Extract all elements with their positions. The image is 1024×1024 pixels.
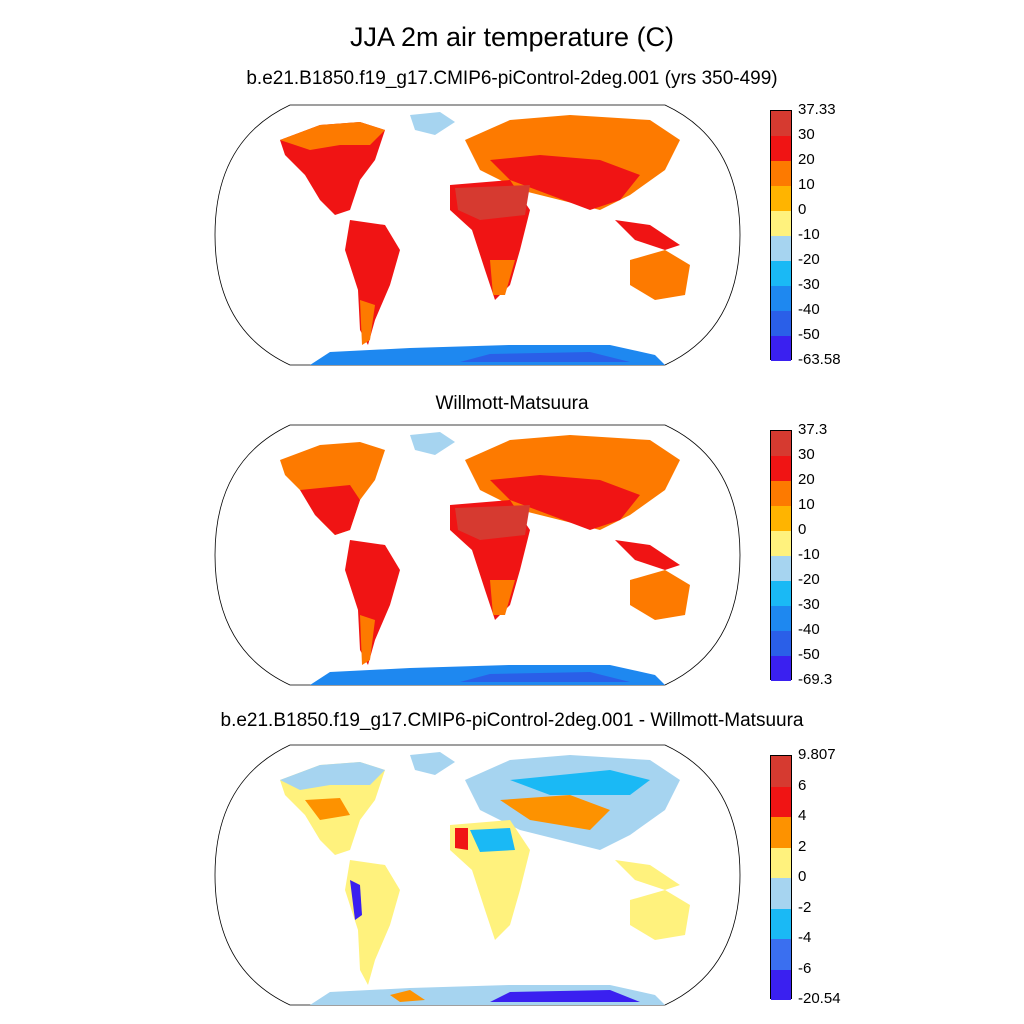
colorbar-3-label: -2	[798, 898, 812, 916]
colorbar-2-swatch	[771, 606, 791, 631]
colorbar-3-swatch	[771, 969, 791, 1000]
colorbar-2-label: 37.3	[798, 421, 828, 438]
colorbar-1-swatch	[771, 336, 791, 361]
colorbar-3-label: -20.54	[798, 990, 841, 1007]
colorbar-1-label: 30	[798, 126, 815, 143]
colorbar-3-label: 9.807	[798, 746, 836, 763]
colorbar-2-swatch	[771, 631, 791, 656]
colorbar-1-label: 10	[798, 176, 815, 193]
colorbar-3-swatch	[771, 756, 791, 787]
colorbar-2-swatch	[771, 506, 791, 531]
colorbar-2-label: -10	[798, 546, 820, 563]
map-panel-2	[210, 420, 745, 690]
colorbar-1-label: 0	[798, 201, 807, 218]
colorbar-3-label: 4	[798, 807, 807, 824]
robinson-map-1	[214, 104, 741, 366]
colorbar-1-swatch	[771, 236, 791, 261]
colorbar-1-swatch	[771, 286, 791, 311]
colorbar-2-swatch	[771, 656, 791, 681]
colorbar-3-label: -6	[798, 959, 812, 977]
colorbar-2-label: -30	[798, 596, 820, 613]
colorbar-1-swatch	[771, 311, 791, 336]
colorbar-1-label: -10	[798, 226, 820, 243]
colorbar-1-label: -40	[798, 301, 820, 318]
colorbar-1-label: -20	[798, 251, 820, 268]
colorbar-2-label: 0	[798, 521, 807, 538]
colorbar-1-swatch	[771, 111, 791, 136]
colorbar-3-label: 6	[798, 776, 807, 794]
robinson-map-3	[214, 744, 741, 1006]
colorbar-3-swatch	[771, 939, 791, 970]
colorbar-1-swatch	[771, 261, 791, 286]
colorbar-3-swatch	[771, 786, 791, 817]
colorbar-1-label: -30	[798, 276, 820, 293]
colorbar-2-swatch	[771, 456, 791, 481]
colorbar-3-label: 0	[798, 868, 807, 885]
colorbar-1-swatch	[771, 161, 791, 186]
colorbar-3-label: 2	[798, 837, 807, 855]
colorbar-1-swatch	[771, 186, 791, 211]
colorbar-1-label: -63.58	[798, 351, 841, 368]
colorbar-2-swatch	[771, 481, 791, 506]
colorbar-3-swatch	[771, 878, 791, 909]
colorbar-3-swatch	[771, 908, 791, 939]
colorbar-1-label: -50	[798, 326, 820, 343]
colorbar-2-swatch	[771, 431, 791, 456]
colorbar-2-label: 30	[798, 446, 815, 463]
colorbar-3-label: -4	[798, 929, 812, 946]
figure-title: JJA 2m air temperature (C)	[349, 22, 675, 52]
map-panel-3	[210, 740, 745, 1010]
colorbar-2-label: -69.3	[798, 671, 833, 688]
colorbar-2-swatch	[771, 531, 791, 556]
colorbar-1-label: 37.33	[798, 101, 836, 118]
colorbar-1-label: 20	[798, 151, 815, 168]
colorbar-2-swatch	[771, 581, 791, 606]
colorbar-3-swatch	[771, 817, 791, 848]
colorbar-2-label: -40	[798, 621, 820, 638]
colorbar-3-swatches	[770, 755, 792, 1000]
colorbar-1-swatch	[771, 211, 791, 236]
colorbar-1-swatches	[770, 110, 792, 361]
colorbar-3-swatch	[771, 847, 791, 878]
colorbar-2-swatch	[771, 556, 791, 581]
colorbar-2-label: 20	[798, 471, 815, 488]
robinson-map-2	[214, 424, 741, 686]
colorbar-2-label: -50	[798, 646, 820, 663]
panel-1-title: b.e21.B1850.f19_g17.CMIP6-piControl-2deg…	[246, 68, 778, 89]
panel-2-title: Willmott-Matsuura	[435, 393, 589, 414]
colorbar-2-swatches	[770, 430, 792, 681]
colorbar-2-label: 10	[798, 496, 815, 513]
colorbar-2-label: -20	[798, 571, 820, 588]
map-panel-1	[210, 100, 745, 370]
colorbar-1-swatch	[771, 136, 791, 161]
panel-3-title: b.e21.B1850.f19_g17.CMIP6-piControl-2deg…	[220, 710, 804, 731]
